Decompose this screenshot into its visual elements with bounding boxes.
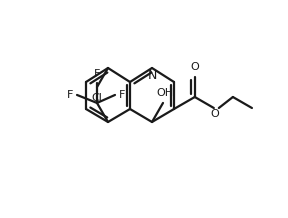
- Text: F: F: [119, 90, 125, 100]
- Text: F: F: [94, 69, 100, 79]
- Text: Cl: Cl: [92, 93, 103, 103]
- Text: N: N: [147, 69, 157, 82]
- Text: O: O: [211, 109, 219, 119]
- Text: OH: OH: [156, 88, 174, 98]
- Text: F: F: [67, 90, 73, 100]
- Text: O: O: [190, 62, 199, 72]
